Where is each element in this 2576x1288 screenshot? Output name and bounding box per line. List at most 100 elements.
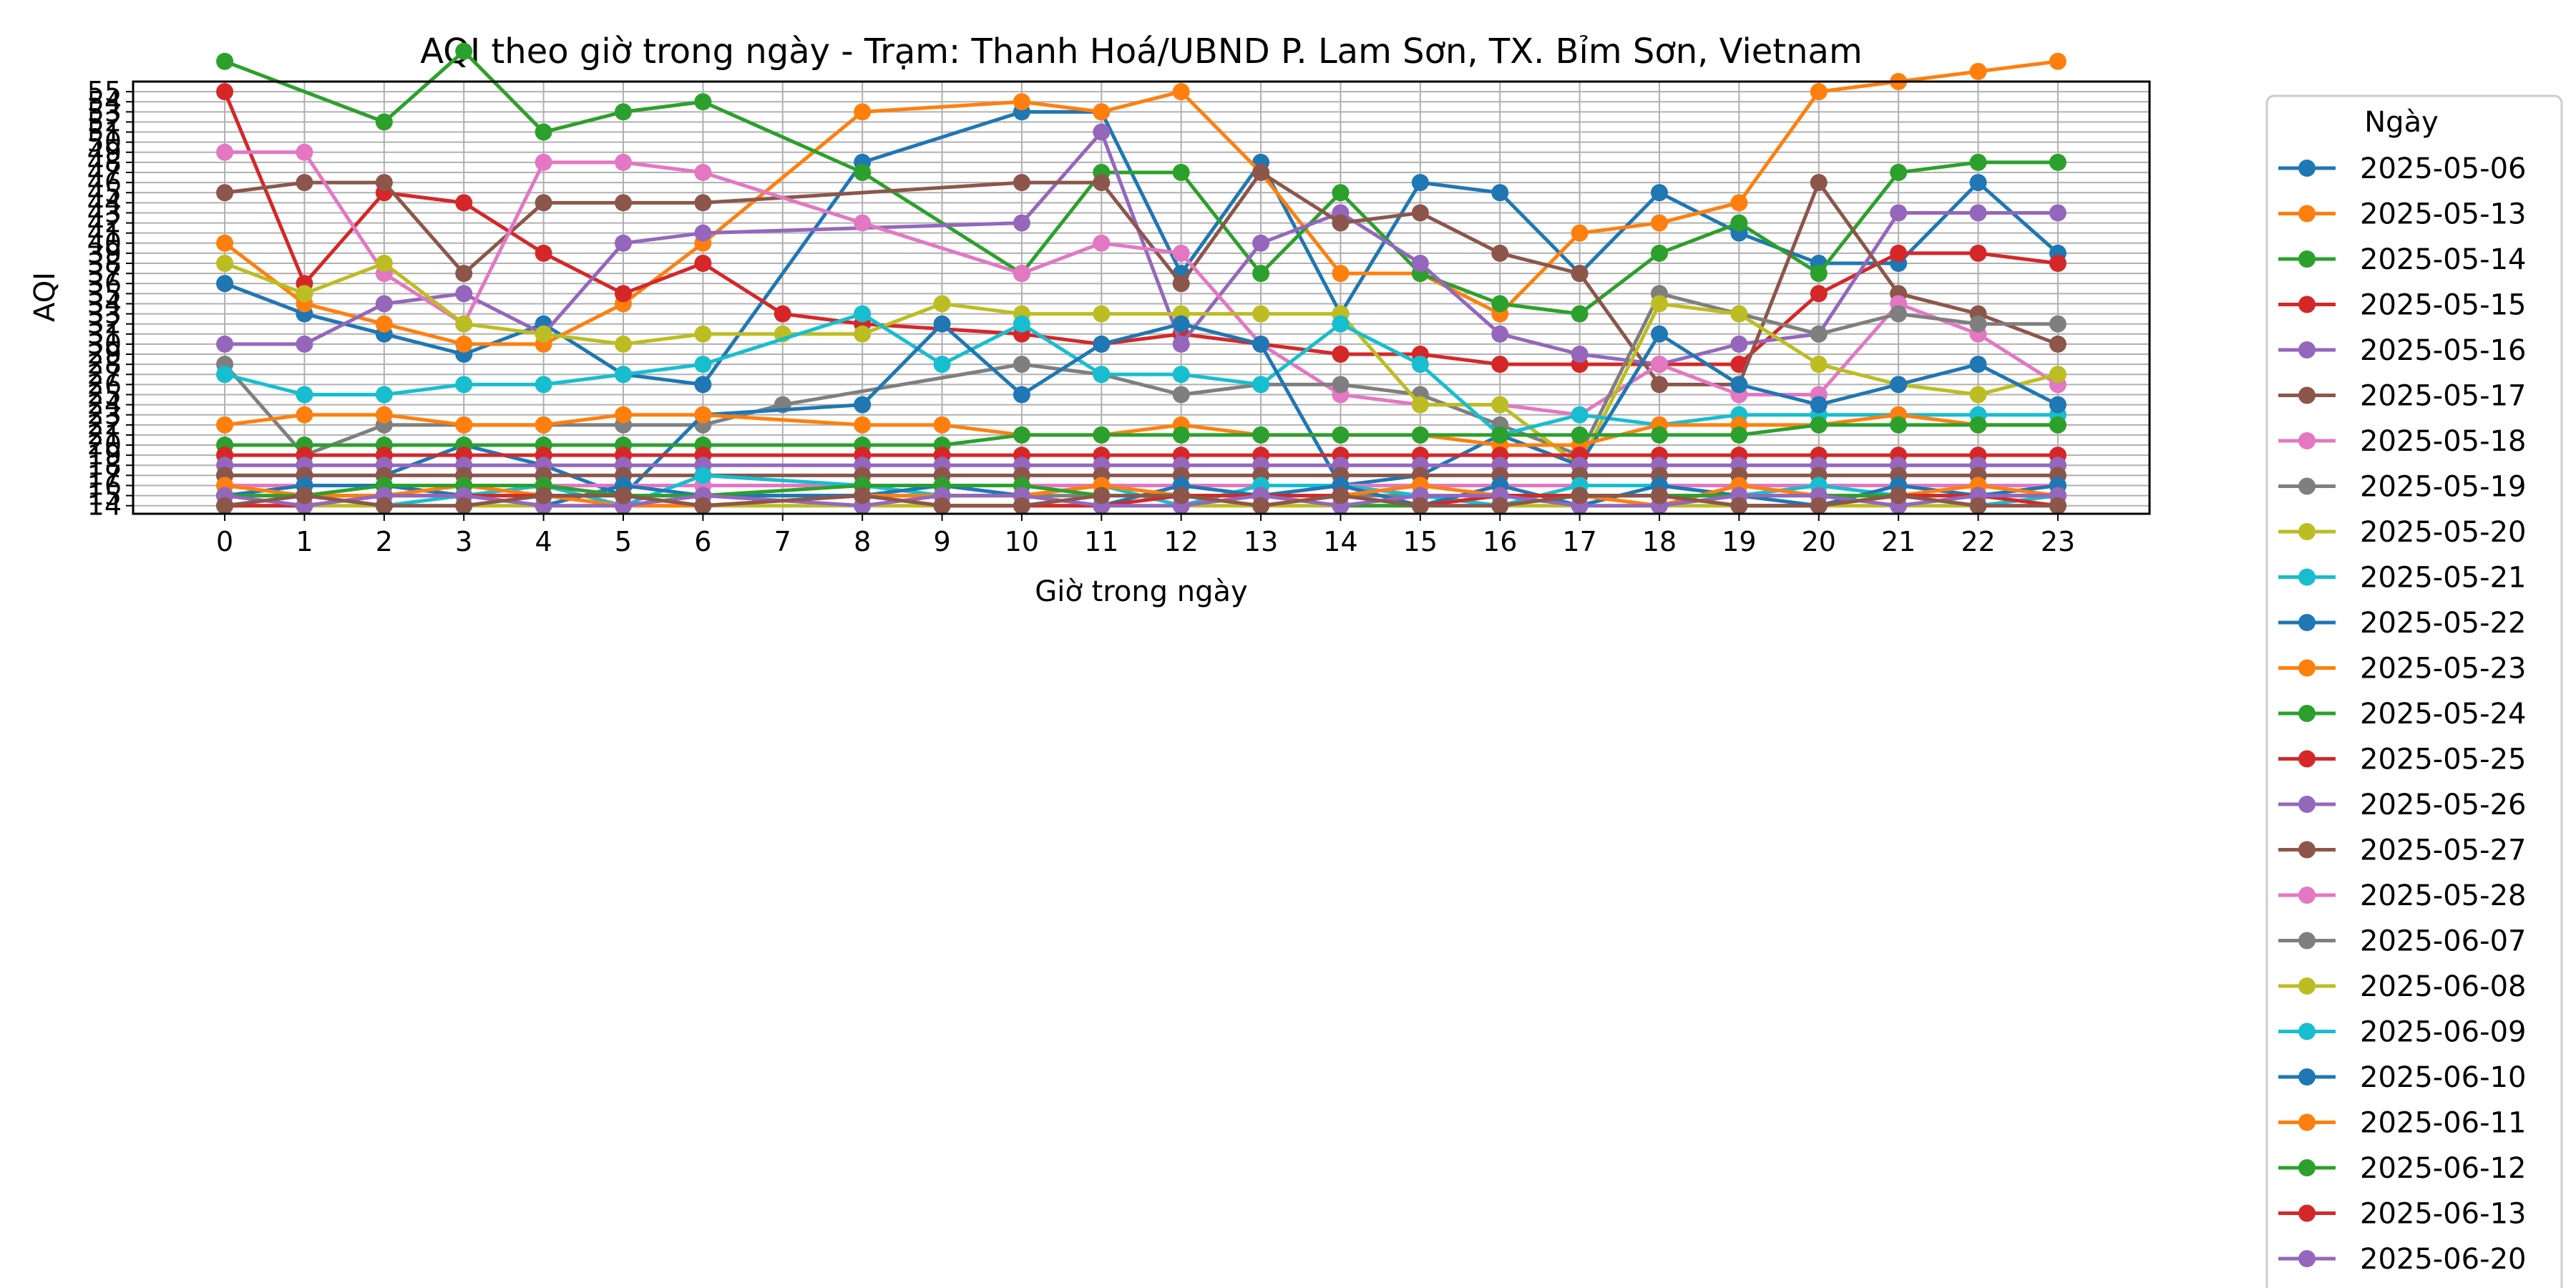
data-point <box>1172 366 1190 384</box>
data-point <box>694 325 712 343</box>
y-axis-title: AQI <box>29 272 62 322</box>
legend-label: 2025-06-10 <box>2360 1061 2526 1094</box>
data-point <box>535 325 552 343</box>
data-point <box>216 52 234 70</box>
data-point <box>296 406 313 424</box>
data-point <box>1491 244 1509 262</box>
data-point <box>1571 487 1589 504</box>
legend-swatch-marker <box>2298 887 2316 904</box>
data-point <box>1810 416 1828 434</box>
data-point <box>1332 487 1350 504</box>
legend-item: 2025-06-09 <box>2278 1016 2526 1049</box>
data-point <box>615 406 633 424</box>
data-point <box>1890 487 1908 504</box>
data-point <box>615 234 633 252</box>
data-point <box>2049 396 2067 414</box>
data-point <box>455 285 473 303</box>
data-point <box>1332 376 1350 394</box>
data-point <box>1172 386 1190 404</box>
data-point <box>1013 265 1030 283</box>
data-point <box>1810 265 1828 283</box>
y-tick-label: 46 <box>87 167 122 198</box>
data-point <box>1172 164 1190 182</box>
legend-label: 2025-05-14 <box>2360 243 2526 276</box>
data-point <box>1969 416 1987 434</box>
data-point <box>1730 376 1748 394</box>
x-tick-label: 20 <box>1802 526 1836 557</box>
data-point <box>535 194 552 212</box>
x-tick-label: 0 <box>216 526 233 557</box>
legend-item: 2025-06-13 <box>2278 1198 2526 1231</box>
y-tick-label: 41 <box>87 218 122 249</box>
x-tick-label: 10 <box>1005 526 1039 557</box>
data-point <box>2049 153 2067 171</box>
y-tick-label: 15 <box>87 480 122 512</box>
data-point <box>615 285 633 303</box>
data-point <box>455 315 473 333</box>
data-point <box>1890 305 1908 323</box>
y-tick-label: 53 <box>87 96 122 127</box>
data-point <box>1571 265 1589 283</box>
data-point <box>535 416 552 434</box>
legend-swatch-marker <box>2298 1113 2316 1131</box>
data-point <box>535 123 552 141</box>
legend-label: 2025-05-20 <box>2360 516 2526 549</box>
y-tick-label: 26 <box>87 369 122 400</box>
y-tick-label: 36 <box>87 268 122 299</box>
y-tick-label: 33 <box>87 298 122 330</box>
series-2025-05-21 <box>216 305 2067 444</box>
legend-swatch-marker <box>2298 1068 2316 1085</box>
data-point <box>933 295 951 313</box>
data-point <box>1571 426 1589 444</box>
legend-item: 2025-05-15 <box>2278 289 2526 322</box>
y-tick-label: 19 <box>87 439 122 471</box>
data-point <box>694 406 712 424</box>
data-point <box>1013 426 1030 444</box>
data-point <box>1650 376 1668 394</box>
data-point <box>1650 214 1668 232</box>
legend-item: 2025-05-18 <box>2278 425 2526 458</box>
data-point <box>1810 356 1828 374</box>
legend-label: 2025-05-17 <box>2360 380 2526 413</box>
data-point <box>854 325 872 343</box>
data-point <box>455 335 473 353</box>
data-point <box>1172 315 1190 333</box>
data-point <box>694 467 712 484</box>
data-point <box>1252 234 1270 252</box>
data-point <box>1252 305 1270 323</box>
legend-item: 2025-05-16 <box>2278 334 2526 367</box>
data-point <box>1491 426 1509 444</box>
data-point <box>1890 204 1908 222</box>
data-point <box>1810 396 1828 414</box>
legend-item: 2025-05-24 <box>2278 698 2526 731</box>
data-point <box>535 487 552 504</box>
data-point <box>1491 295 1509 313</box>
legend-label: 2025-05-24 <box>2360 698 2526 731</box>
y-tick-label: 54 <box>87 86 122 117</box>
data-point <box>1252 376 1270 394</box>
data-point <box>1411 497 1429 514</box>
data-point <box>1411 255 1429 273</box>
legend-item: 2025-05-28 <box>2278 879 2526 912</box>
legend-swatch-marker <box>2298 432 2316 449</box>
data-point <box>375 113 393 131</box>
y-tick-label: 28 <box>87 348 122 380</box>
legend-swatch-marker <box>2298 614 2316 631</box>
data-point <box>1730 335 1748 353</box>
data-point <box>694 356 712 374</box>
data-point <box>1969 62 1987 80</box>
data-point <box>2049 52 2067 70</box>
data-point <box>1252 497 1270 514</box>
y-tick-label: 50 <box>87 127 122 158</box>
x-tick-label: 22 <box>1961 526 1995 557</box>
legend-swatch-marker <box>2298 1159 2316 1176</box>
data-point <box>1730 305 1748 323</box>
x-tick-label: 7 <box>774 526 791 557</box>
legend-swatch-marker <box>2298 1204 2316 1222</box>
data-point <box>854 487 872 504</box>
series-2025-05-20 <box>216 255 2067 474</box>
data-point <box>216 335 234 353</box>
legend-label: 2025-05-25 <box>2360 743 2526 776</box>
x-tick-label: 1 <box>296 526 313 557</box>
